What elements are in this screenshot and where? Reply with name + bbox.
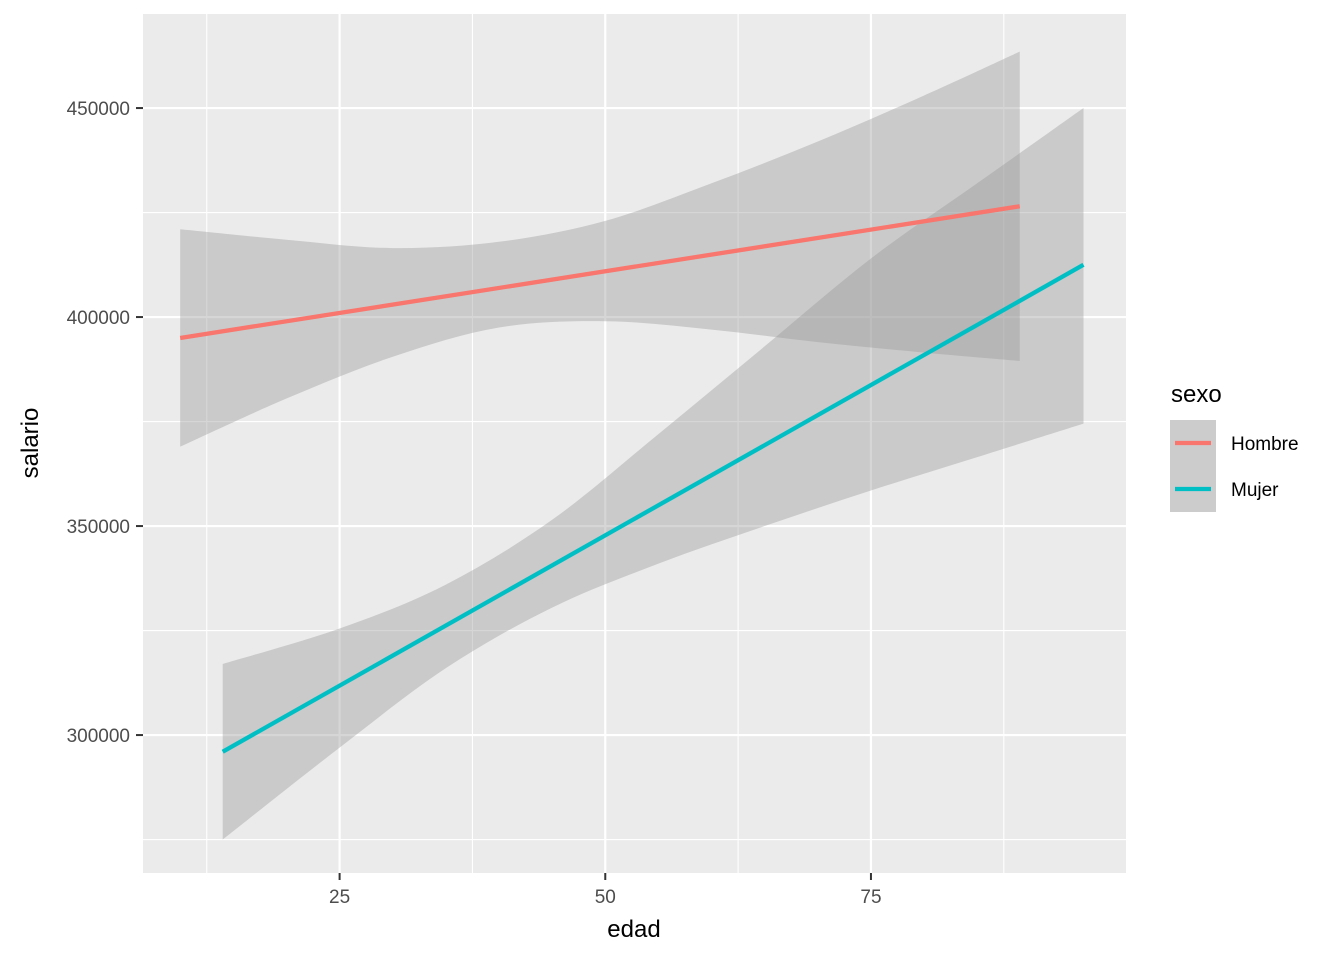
y-tick-label: 450000 [67, 99, 130, 120]
y-tick-label: 350000 [67, 517, 130, 538]
line-mujer [221, 262, 1085, 754]
series-lines [179, 204, 1085, 754]
x-tick-label: 50 [595, 887, 616, 908]
y-tick-label: 400000 [67, 308, 130, 329]
grid-minor [143, 14, 1126, 873]
ribbon-hombre [180, 51, 1020, 447]
x-axis: 25 50 75 [329, 873, 882, 908]
x-axis-title: edad [607, 916, 660, 943]
legend-label-mujer: Mujer [1231, 480, 1279, 501]
ribbon-mujer [222, 108, 1084, 840]
y-tick-label: 300000 [67, 726, 130, 747]
grid-major [143, 14, 1126, 873]
legend: sexo Hombre Mujer [1170, 381, 1299, 512]
confidence-ribbons [180, 51, 1084, 840]
y-axis-title: salario [17, 408, 44, 479]
x-tick-label: 25 [329, 887, 350, 908]
legend-title: sexo [1171, 381, 1222, 408]
x-tick-label: 75 [860, 887, 881, 908]
legend-label-hombre: Hombre [1231, 434, 1299, 455]
y-axis: 300000 350000 400000 450000 [67, 99, 143, 747]
plot-panel [143, 14, 1126, 873]
line-hombre [179, 204, 1021, 341]
